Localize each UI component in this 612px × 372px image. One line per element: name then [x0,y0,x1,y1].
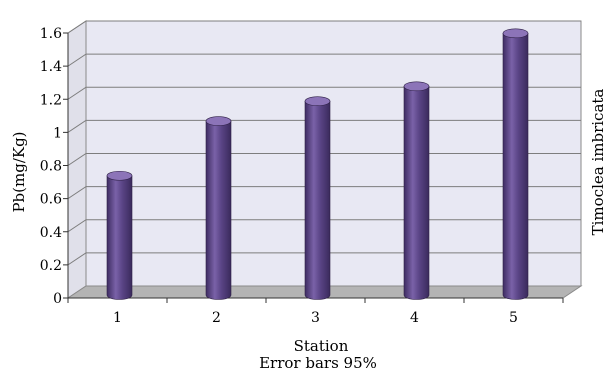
bar-body [502,33,529,300]
x-tick-label: 4 [410,310,419,326]
bar-top [304,96,331,107]
bar-top [106,170,133,181]
x-tick-label: 1 [113,310,122,326]
x-tick-label: 3 [311,310,320,326]
gridline [67,53,581,67]
bar-body [106,175,133,300]
bar-top [205,116,232,126]
y-tick-label: 0 [53,291,62,307]
bar [205,116,232,300]
x-axis-title: Station [294,337,349,355]
y-tick-label: 0.2 [40,258,62,274]
right-series-label: Timoclea imbricata [589,89,607,236]
gridline [67,20,581,34]
bar-top [403,81,430,92]
y-tick-label: 1.4 [40,59,62,75]
bar [403,81,430,300]
bar [304,96,331,300]
bar-top [502,28,529,39]
bar [502,28,529,300]
y-tick-label: 1.6 [40,26,62,42]
y-tick-label: 0.6 [40,192,62,208]
y-tick-label: 1.2 [40,92,62,108]
bar [106,170,133,300]
bar-body [403,86,430,300]
x-axis-subtitle: Error bars 95% [259,354,377,372]
y-tick-label: 1 [53,125,62,141]
x-tick-label: 2 [212,310,221,326]
x-tick-label: 5 [509,310,518,326]
y-tick-label: 0.4 [40,225,62,241]
bar-body [205,120,232,300]
y-axis-title: Pb(mg/Kg) [10,131,28,212]
y-tick-label: 0.8 [40,159,62,175]
bar-body [304,100,331,300]
